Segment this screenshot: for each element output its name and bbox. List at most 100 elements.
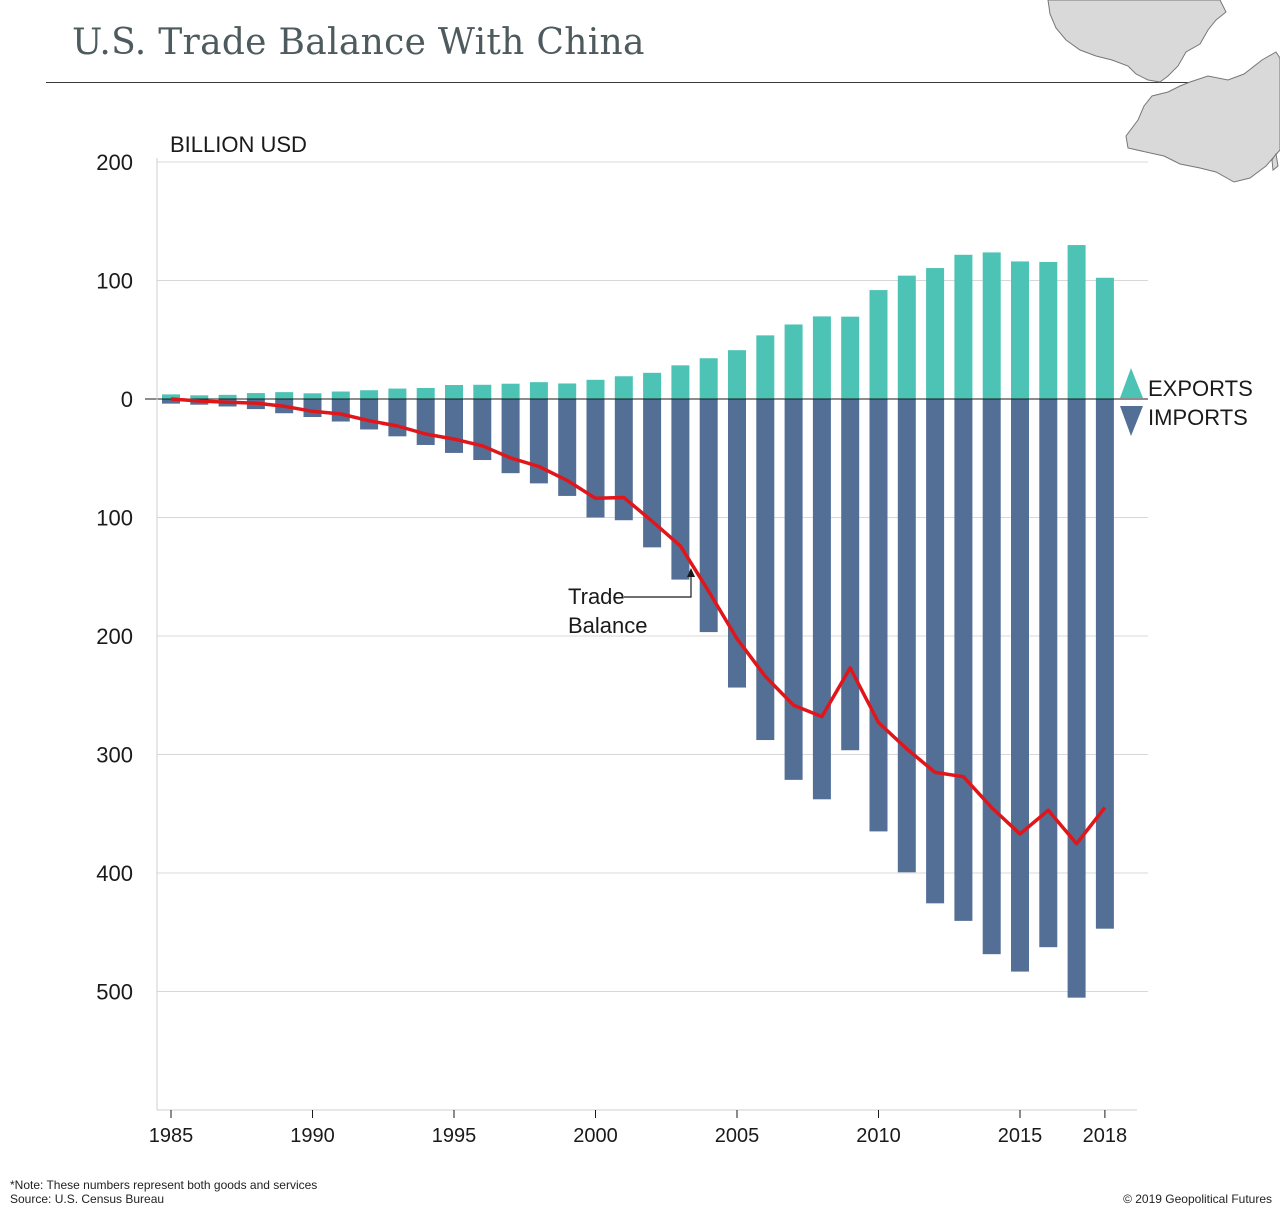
import-bar <box>982 399 1001 955</box>
trade-balance-line <box>170 397 1107 846</box>
export-bar <box>614 376 633 399</box>
y-tick-label: 100 <box>96 269 133 294</box>
y-tick-label: 300 <box>96 743 133 768</box>
import-bar <box>303 399 322 418</box>
export-bar <box>303 393 322 399</box>
y-axis-label: BILLION USD <box>170 132 307 157</box>
y-tick-labels: 200 100 0 100 200 300 400 500 <box>96 150 133 1005</box>
import-bar <box>643 399 662 548</box>
export-bar <box>1039 262 1058 399</box>
import-bar <box>954 399 973 921</box>
export-bar <box>416 387 435 399</box>
import-bar <box>558 399 577 496</box>
export-bar <box>331 391 350 399</box>
title-rule <box>46 82 1222 83</box>
export-bar <box>445 385 463 399</box>
trade-balance-annotation: Trade Balance <box>568 568 695 638</box>
x-tick-label: 2005 <box>715 1125 760 1147</box>
x-tick-label: 1985 <box>149 1125 194 1147</box>
footer-source: Source: U.S. Census Bureau <box>10 1192 165 1206</box>
footer-copyright: © 2019 Geopolitical Futures <box>1123 1192 1272 1206</box>
export-bar <box>558 383 577 399</box>
legend-imports: IMPORTS <box>1148 405 1248 430</box>
import-bar <box>926 399 945 904</box>
import-bar <box>728 399 746 688</box>
import-bar <box>162 399 180 404</box>
import-bar <box>699 399 718 633</box>
export-bar <box>162 394 180 399</box>
import-bar <box>360 399 379 430</box>
y-tick-label: 400 <box>96 861 133 886</box>
x-tick-label: 1995 <box>432 1125 477 1147</box>
import-bar <box>756 399 775 741</box>
export-bar <box>699 358 718 399</box>
legend: EXPORTS IMPORTS <box>1120 368 1253 436</box>
bars <box>162 245 1114 998</box>
import-bar <box>812 399 831 800</box>
export-bar <box>360 390 379 399</box>
annotation-line2: Balance <box>568 613 648 638</box>
y-tick-label: 200 <box>96 150 133 175</box>
export-bar <box>756 335 775 399</box>
chart-title: U.S. Trade Balance With China <box>72 22 645 63</box>
x-tick-labels: 1985 1990 1995 2000 2005 2010 2015 2018 <box>149 1110 1127 1147</box>
export-bar <box>926 268 945 399</box>
export-bar <box>501 383 520 399</box>
export-bar <box>671 365 690 399</box>
legend-exports: EXPORTS <box>1148 376 1253 401</box>
import-bar <box>388 399 407 437</box>
export-bar <box>897 275 916 399</box>
export-bar <box>473 384 492 399</box>
import-bar <box>331 399 350 422</box>
footer-note: *Note: These numbers represent both good… <box>10 1178 318 1192</box>
import-bar <box>473 399 492 461</box>
export-bar <box>246 393 265 399</box>
import-bar <box>784 399 803 780</box>
import-bar <box>841 399 860 751</box>
import-bar <box>1067 399 1086 998</box>
export-bar <box>982 252 1001 399</box>
import-bar <box>897 399 916 873</box>
export-bar <box>643 372 662 399</box>
export-bar <box>1095 277 1114 399</box>
import-bar <box>1039 399 1058 948</box>
import-bar <box>529 399 548 484</box>
down-triangle-icon <box>1120 406 1143 436</box>
x-tick-label: 2000 <box>573 1125 618 1147</box>
export-bar <box>218 394 237 399</box>
export-bar <box>812 316 831 399</box>
y-tick-label: 100 <box>96 506 133 531</box>
taiwan-shape <box>1271 152 1279 171</box>
export-bar <box>190 395 209 399</box>
annotation-arrowhead <box>687 568 695 577</box>
export-bar <box>954 254 973 399</box>
footer-notes: *Note: These numbers represent both good… <box>10 1178 317 1206</box>
export-bar <box>1011 261 1029 399</box>
import-bar <box>1095 399 1114 929</box>
up-triangle-icon <box>1120 368 1143 398</box>
y-tick-label: 200 <box>96 624 133 649</box>
north-america-shape <box>1047 0 1227 83</box>
import-bar <box>586 399 605 518</box>
y-tick-label: 0 <box>121 387 133 412</box>
export-bar <box>388 388 407 399</box>
export-bar <box>1067 245 1086 399</box>
annotation-line1: Trade <box>568 584 625 609</box>
us-china-map-icon <box>1047 0 1280 183</box>
x-tick-label: 2010 <box>856 1125 901 1147</box>
export-bar <box>728 350 746 399</box>
x-tick-label: 2015 <box>998 1125 1043 1147</box>
export-bar <box>275 392 294 399</box>
export-bar <box>529 382 548 399</box>
import-bar <box>445 399 463 453</box>
y-tick-label: 500 <box>96 980 133 1005</box>
china-shape <box>1125 51 1280 183</box>
x-tick-label: 2018 <box>1083 1125 1128 1147</box>
import-bar <box>1011 399 1029 972</box>
export-bar <box>869 290 888 399</box>
import-bar <box>614 399 633 521</box>
export-bar <box>784 324 803 399</box>
import-bar <box>869 399 888 832</box>
import-bar <box>501 399 520 474</box>
